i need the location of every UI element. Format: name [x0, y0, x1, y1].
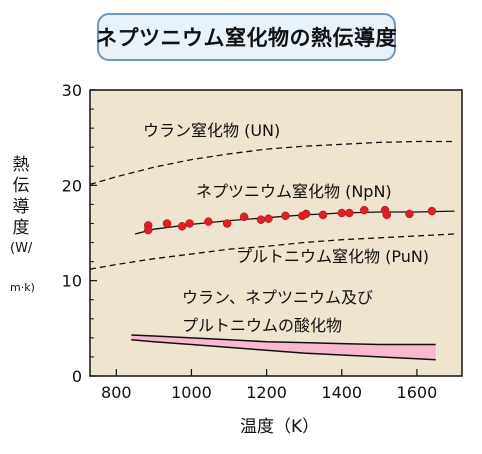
npn-data-point: [301, 209, 311, 219]
y-tick-label: 0: [72, 367, 82, 386]
annotation-label: ネプツニウム窒化物 (NpN): [196, 182, 392, 201]
npn-data-point: [337, 208, 347, 218]
npn-points-group: [143, 205, 437, 235]
oxide-band-lower-line: [131, 339, 436, 361]
chart-title: ネプツニウム窒化物の熱伝導度: [96, 26, 397, 50]
series-line-0: [89, 140, 455, 186]
y-tick-label: 30: [62, 81, 82, 100]
chart-title-box: ネプツニウム窒化物の熱伝導度: [96, 13, 397, 61]
y-axis-label-char: 度: [12, 218, 30, 238]
y-axis-label: 熱伝導度: [10, 155, 32, 239]
npn-data-point: [256, 215, 266, 224]
y-axis-unit: (W/ m·k): [10, 241, 35, 315]
npn-data-point: [264, 214, 273, 223]
npn-data-point: [345, 208, 354, 218]
npn-data-point: [177, 222, 187, 231]
oxide-band-upper-line: [131, 334, 436, 346]
oxide-band-group: [131, 334, 436, 361]
oxide-band-fill: [131, 335, 436, 360]
x-tick-label: 1400: [321, 383, 362, 402]
y-axis-label-char: 熱: [12, 155, 30, 175]
annotations-group: ウラン窒化物 (UN) ネプツニウム窒化物 (NpN) プルトニウム窒化物 (PuN…: [143, 121, 429, 335]
axis-ticks-group: 800 1000 1200 1400 1600 0 10 20 30: [62, 81, 438, 402]
y-tick-label: 20: [62, 176, 82, 195]
npn-data-point: [405, 209, 414, 219]
npn-data-point: [222, 219, 232, 228]
y-axis-label-char: 伝: [12, 176, 30, 196]
x-axis-label: 温度（K）: [240, 417, 320, 437]
npn-data-point: [162, 219, 172, 228]
x-tick-label: 1000: [171, 383, 212, 402]
plot-background: [90, 90, 462, 376]
y-axis-label-char: 導: [12, 197, 30, 217]
y-tick-label: 10: [62, 272, 82, 291]
annotation-label: ウラン、ネプツニウム及び: [182, 288, 373, 307]
npn-data-point: [427, 206, 437, 216]
plot-frame: [89, 89, 463, 377]
series-line-3: [89, 233, 455, 270]
npn-data-point: [185, 219, 194, 228]
npn-data-point: [204, 217, 213, 226]
y-axis-unit-numerator: (W/: [10, 241, 33, 256]
npn-data-point: [360, 205, 369, 215]
npn-data-point: [239, 212, 249, 222]
npn-data-point: [281, 211, 290, 221]
x-tick-label: 1200: [246, 383, 287, 402]
annotation-label: ウラン窒化物 (UN): [143, 121, 280, 140]
npn-data-point: [143, 225, 153, 235]
y-axis-unit-denominator: m·k): [10, 281, 35, 294]
annotation-label: プルトニウム窒化物 (PuN): [236, 247, 429, 266]
npn-data-point: [382, 210, 392, 220]
annotation-label: プルトニウムの酸化物: [182, 316, 342, 335]
x-tick-label: 800: [101, 383, 132, 402]
x-tick-label: 1600: [397, 383, 438, 402]
npn-data-point: [318, 210, 328, 220]
